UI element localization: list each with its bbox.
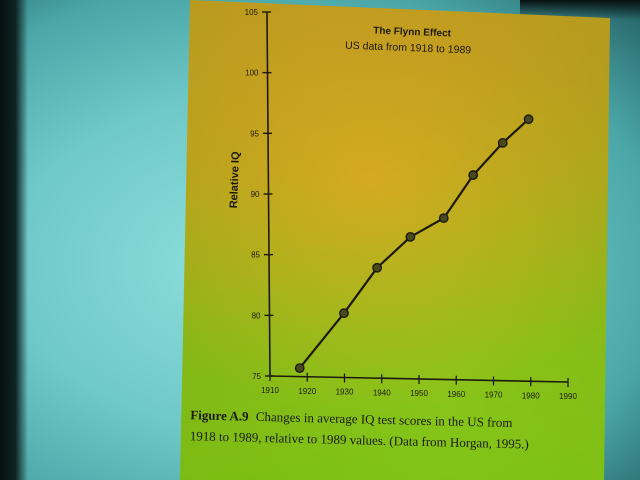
room-wall-top-right [520, 0, 640, 20]
caption-line-2: 1918 to 1989, relative to 1989 values. (… [190, 428, 529, 451]
data-point-marker [339, 308, 349, 319]
chart-title: The Flynn Effect [373, 26, 452, 40]
chart-root: The Flynn Effect US data from 1918 to 19… [190, 8, 578, 452]
x-tick-label: 1990 [559, 392, 577, 401]
y-tick-label: 95 [250, 129, 259, 138]
room-wall-left [0, 0, 28, 480]
caption-line-1: Figure A.9 Changes in average IQ test sc… [190, 407, 512, 430]
caption-text-1: Changes in average IQ test scores in the… [256, 409, 513, 430]
y-tick-label: 80 [252, 311, 261, 320]
series-layer [294, 114, 534, 374]
y-tick-label: 105 [245, 8, 259, 17]
y-tick-label: 85 [251, 251, 260, 260]
x-tick-label: 1950 [410, 389, 428, 398]
data-point-marker [405, 231, 416, 242]
y-tick-label: 90 [251, 190, 260, 199]
data-point-marker [468, 170, 479, 180]
y-tick-label: 75 [252, 372, 261, 381]
x-tick-label: 1970 [485, 391, 503, 400]
caption-figure-label: Figure A.9 [190, 407, 249, 423]
data-point-marker [497, 138, 508, 148]
series-line [298, 118, 530, 369]
data-point-marker [523, 114, 534, 125]
data-point-marker [294, 363, 305, 374]
x-tick-label: 1960 [447, 390, 465, 399]
y-axis-label: Relative IQ [228, 151, 242, 209]
y-tick-label: 100 [245, 69, 259, 78]
figure-caption: Figure A.9 Changes in average IQ test sc… [190, 407, 529, 451]
y-ticks: 75 80 85 90 95 100 105 [245, 8, 274, 381]
x-tick-label: 1930 [336, 388, 354, 397]
x-tick-label: 1910 [261, 386, 279, 395]
x-ticks: 1910 1920 1930 1940 1950 1960 1970 1980 1990 [261, 372, 577, 401]
x-tick-label: 1920 [298, 387, 316, 396]
x-tick-label: 1980 [522, 391, 540, 400]
data-point-marker [372, 262, 383, 273]
x-tick-label: 1940 [373, 388, 391, 397]
data-point-marker [438, 213, 449, 224]
chart-subtitle: US data from 1918 to 1989 [345, 40, 472, 57]
